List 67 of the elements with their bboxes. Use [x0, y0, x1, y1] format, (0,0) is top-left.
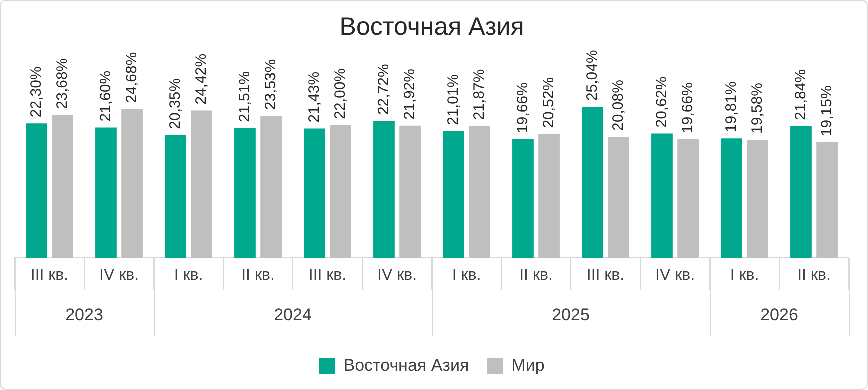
data-label: 22,30%	[28, 66, 45, 118]
x-tick-label: I кв.	[174, 267, 204, 284]
data-label: 23,53%	[262, 59, 280, 110]
bar	[304, 128, 326, 258]
x-tick-label: II кв.	[520, 267, 553, 284]
bar	[469, 126, 490, 258]
data-label: 21,43%	[306, 72, 323, 123]
data-label: 20,62%	[653, 76, 670, 128]
data-label: 20,08%	[610, 80, 627, 131]
bar	[652, 134, 673, 258]
data-label: 20,35%	[166, 78, 184, 130]
x-tick-label: IV кв.	[377, 267, 418, 284]
data-label: 21,87%	[470, 69, 488, 120]
bar	[678, 139, 699, 258]
data-label: 19,15%	[818, 86, 836, 137]
text: 2023	[66, 306, 104, 325]
bar	[790, 126, 812, 258]
x-tick-label: IV кв.	[99, 267, 140, 284]
data-label: 21,01%	[444, 74, 462, 126]
bar	[443, 131, 464, 258]
data-label: 24,42%	[192, 54, 210, 105]
data-label: 22,00%	[332, 68, 349, 120]
x-tick-label: III кв.	[30, 267, 69, 284]
bar	[747, 140, 768, 258]
data-label: 20,52%	[540, 77, 558, 128]
bar	[96, 128, 117, 258]
data-label: 22,72%	[375, 64, 392, 116]
text: 2024	[274, 306, 312, 325]
bar	[260, 116, 282, 258]
bar	[374, 121, 395, 258]
x-tick-label: III кв.	[586, 267, 625, 284]
legend-label: Мир	[512, 356, 545, 376]
data-label: 21,60%	[97, 70, 114, 122]
bar	[26, 124, 48, 258]
text: 2026	[760, 306, 798, 325]
x-tick-label: I кв.	[452, 267, 482, 284]
data-label: 23,68%	[54, 58, 71, 110]
bar	[816, 142, 838, 258]
data-label: 25,04%	[584, 50, 601, 102]
bar	[582, 107, 604, 258]
bar	[234, 128, 256, 258]
x-tick-label: IV кв.	[655, 267, 696, 284]
bar	[122, 109, 143, 258]
bar	[400, 126, 421, 258]
x-tick-label: III кв.	[308, 267, 347, 284]
bar	[330, 125, 352, 258]
legend-label: Восточная Азия	[344, 356, 470, 376]
bar	[538, 134, 560, 258]
bar	[512, 139, 534, 258]
data-label: 19,66%	[679, 82, 696, 134]
x-tick-label: II кв.	[242, 267, 275, 284]
bar	[721, 138, 742, 258]
bar	[608, 136, 630, 258]
text: 2025	[552, 306, 590, 325]
x-tick-label: II кв.	[798, 267, 831, 284]
bar	[191, 110, 212, 258]
data-label: 21,84%	[792, 69, 810, 120]
bar	[52, 115, 74, 258]
data-label: 24,68%	[123, 52, 140, 104]
chart-title: Восточная Азия	[340, 12, 524, 41]
data-label: 21,51%	[236, 71, 254, 122]
bar	[165, 135, 186, 258]
data-label: 19,66%	[514, 82, 532, 134]
data-label: 19,58%	[748, 83, 766, 134]
data-label: 21,92%	[401, 68, 418, 120]
data-label: 19,81%	[722, 82, 740, 133]
x-tick-label: I кв.	[730, 267, 760, 284]
